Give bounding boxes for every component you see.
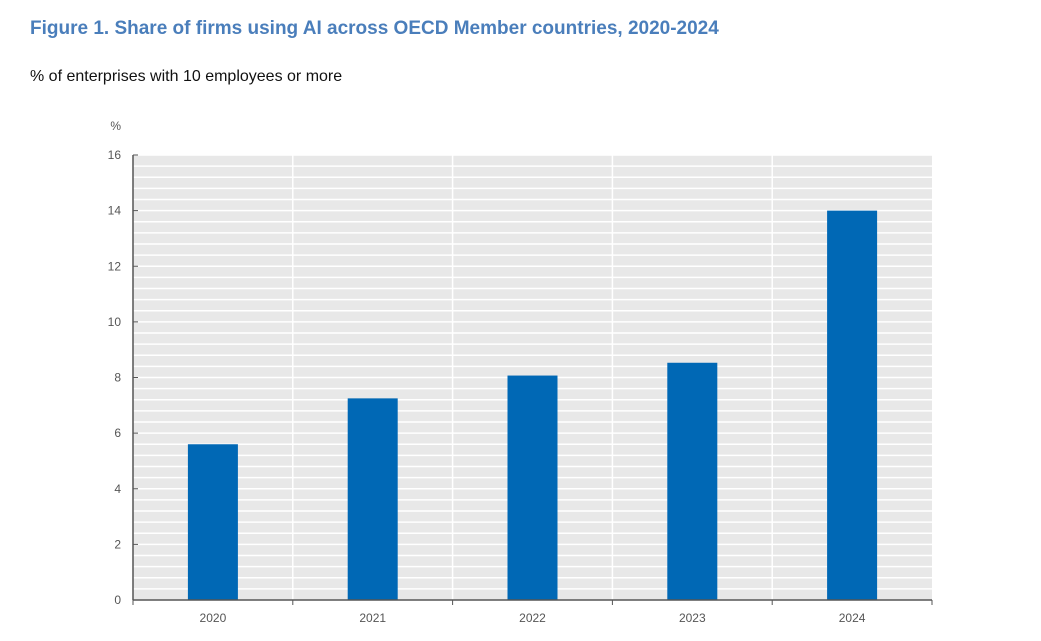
bar-2022 [507,375,558,600]
bar-2024 [827,210,878,600]
bar-2020 [187,444,238,600]
y-tick-label: 14 [108,204,122,218]
y-tick-label: 16 [108,148,122,162]
bar-2023 [667,362,718,600]
y-tick-label: 4 [114,482,121,496]
y-tick-label: 2 [114,537,121,551]
bar-2021 [347,398,398,600]
y-tick-label: 12 [108,259,122,273]
x-tick-label: 2023 [679,611,706,625]
chart-subtitle: % of enterprises with 10 employees or mo… [30,68,343,85]
y-tick-label: 6 [114,426,121,440]
y-tick-label: 0 [114,593,121,607]
y-tick-label: 8 [114,371,121,385]
y-axis-label: % [110,119,121,133]
y-tick-label: 10 [108,315,122,329]
chart-title: Figure 1. Share of firms using AI across… [30,18,719,39]
x-tick-label: 2020 [200,611,227,625]
x-tick-label: 2022 [519,611,546,625]
x-tick-label: 2021 [359,611,386,625]
x-tick-label: 2024 [839,611,866,625]
